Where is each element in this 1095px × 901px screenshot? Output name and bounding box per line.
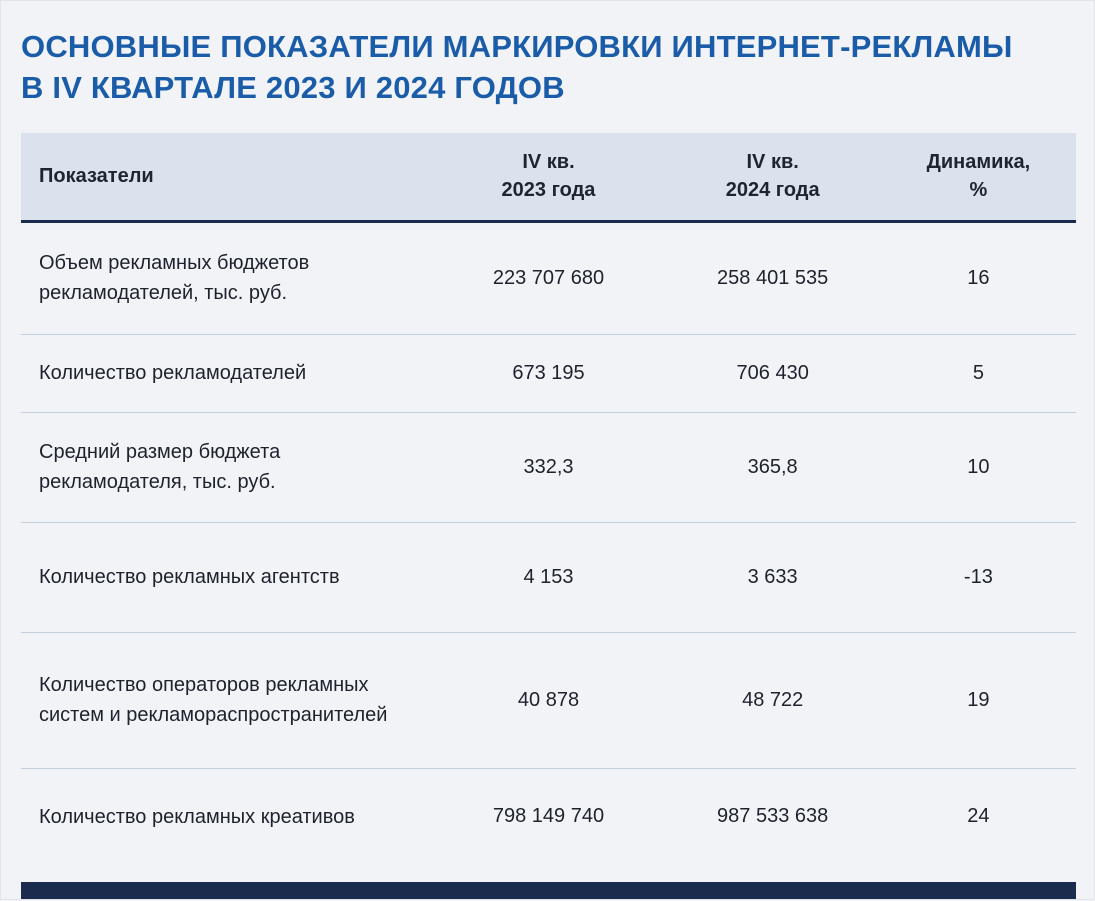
- indicator-cell: Количество операторов рекламных систем и…: [39, 674, 388, 727]
- indicator-cell: Количество рекламных креативов: [39, 805, 355, 828]
- dynamics-cell: 5: [972, 361, 984, 384]
- value-q4-2023-cell: 40 878: [517, 688, 580, 711]
- value-q4-2024-cell: 48 722: [742, 688, 804, 711]
- value-q4-2023-cell: 4 153: [523, 565, 574, 588]
- table-row: Объем рекламных бюджетов рекламодателей,…: [21, 223, 1076, 335]
- value-q4-2024-cell: 258 401 535: [717, 266, 829, 289]
- indicator-cell: Количество рекламных агентств: [39, 566, 340, 589]
- page-title-line1: ОСНОВНЫЕ ПОКАЗАТЕЛИ МАРКИРОВКИ ИНТЕРНЕТ-…: [21, 29, 1013, 64]
- indicator-cell: Количество рекламодателей: [39, 362, 307, 385]
- page-title: ОСНОВНЫЕ ПОКАЗАТЕЛИ МАРКИРОВКИ ИНТЕРНЕТ-…: [21, 27, 1076, 109]
- dynamics-cell: 10: [967, 455, 990, 478]
- page-title-line2: В IV КВАРТАЛЕ 2023 И 2024 ГОДОВ: [21, 69, 565, 105]
- value-q4-2024-cell: 365,8: [747, 455, 798, 478]
- value-q4-2024-cell: 3 633: [747, 565, 798, 588]
- bottom-accent-bar: [21, 882, 1076, 899]
- dynamics-cell: 19: [967, 688, 990, 711]
- table-row: Количество операторов рекламных систем и…: [21, 633, 1076, 769]
- value-q4-2024-cell: 706 430: [736, 361, 809, 384]
- dynamics-cell: -13: [963, 565, 993, 588]
- indicator-cell: Объем рекламных бюджетов рекламодателей,…: [39, 252, 310, 305]
- column-header-indicators: Показатели: [39, 165, 154, 188]
- dynamics-cell: 24: [967, 805, 990, 828]
- indicator-cell: Средний размер бюджета рекламодателя, ты…: [39, 441, 281, 494]
- table-row: Количество рекламных агентств 4 153 3 63…: [21, 523, 1076, 633]
- table-row: Количество рекламных креативов 798 149 7…: [21, 769, 1076, 865]
- column-header-q4-2023: IV кв. 2023 года: [501, 151, 596, 202]
- value-q4-2023-cell: 332,3: [523, 455, 574, 478]
- table-row: Средний размер бюджета рекламодателя, ты…: [21, 413, 1076, 523]
- value-q4-2024-cell: 987 533 638: [717, 805, 829, 828]
- dynamics-cell: 16: [967, 266, 990, 289]
- column-header-q4-2024: IV кв. 2024 года: [725, 151, 820, 202]
- indicators-table: Показатели IV кв. 2023 года IV кв. 2024 …: [21, 132, 1076, 865]
- table-header-row: Показатели IV кв. 2023 года IV кв. 2024 …: [21, 132, 1076, 223]
- table-row: Количество рекламодателей 673 195 706 43…: [21, 335, 1076, 413]
- value-q4-2023-cell: 223 707 680: [492, 266, 605, 289]
- value-q4-2023-cell: 798 149 740: [492, 805, 605, 828]
- value-q4-2023-cell: 673 195: [512, 361, 585, 384]
- column-header-dynamics: Динамика, %: [926, 151, 1031, 202]
